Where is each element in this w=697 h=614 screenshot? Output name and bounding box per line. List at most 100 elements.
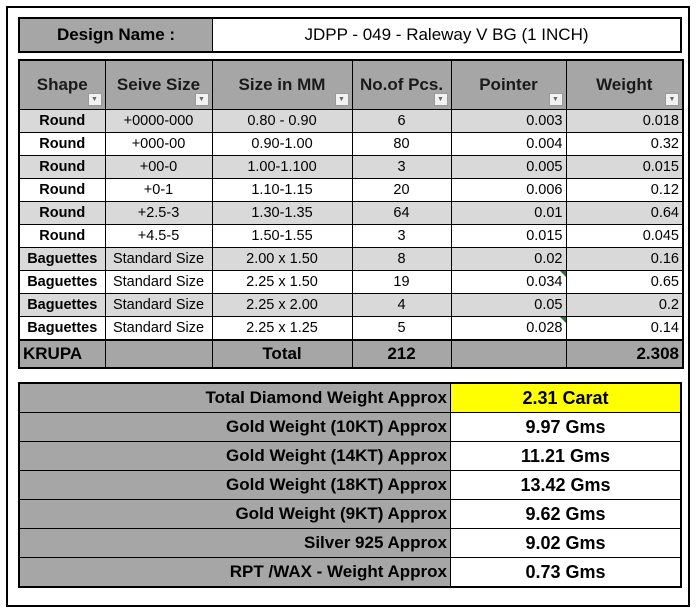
summary-value[interactable]: 0.73 Gms [450, 557, 682, 588]
column-header-label: Seive Size [116, 75, 201, 94]
filter-dropdown-icon[interactable]: ▼ [87, 93, 102, 106]
table-cell[interactable]: Round [18, 155, 106, 179]
summary-row: Gold Weight (14KT) Approx 11.21 Gms [18, 441, 682, 471]
table-cell[interactable]: 0.005 [450, 155, 567, 179]
summary-row: Total Diamond Weight Approx 2.31 Carat [18, 382, 682, 413]
column-header[interactable]: Pointer ▼ [450, 59, 567, 110]
table-cell[interactable]: Round [18, 224, 106, 248]
table-cell[interactable]: +0000-000 [104, 109, 213, 133]
summary-value[interactable]: 9.02 Gms [450, 528, 682, 558]
table-row: Round +0000-000 0.80 - 0.90 6 0.003 0.018 [18, 109, 684, 133]
table-cell[interactable]: 0.65 [565, 270, 684, 294]
table-cell[interactable]: Round [18, 178, 106, 202]
table-cell[interactable]: +0-1 [104, 178, 213, 202]
summary-row: Gold Weight (10KT) Approx 9.97 Gms [18, 412, 682, 442]
table-row: Round +4.5-5 1.50-1.55 3 0.015 0.045 [18, 224, 684, 248]
table-cell[interactable]: 0.14 [565, 316, 684, 341]
filter-dropdown-icon[interactable]: ▼ [665, 93, 679, 106]
table-cell[interactable]: 1.10-1.15 [211, 178, 353, 202]
table-cell[interactable]: 80 [351, 132, 452, 156]
total-row: KRUPA Total 212 2.308 [18, 339, 684, 369]
table-cell[interactable]: Standard Size [104, 293, 213, 317]
table-cell[interactable]: Baguettes [18, 270, 106, 294]
table-cell[interactable]: 0.64 [565, 201, 684, 225]
column-header[interactable]: Weight ▼ [565, 59, 684, 110]
table-cell[interactable]: +000-00 [104, 132, 213, 156]
table-cell[interactable]: 0.80 - 0.90 [211, 109, 353, 133]
table-cell[interactable]: Baguettes [18, 247, 106, 271]
summary-row: Silver 925 Approx 9.02 Gms [18, 528, 682, 558]
table-cell[interactable]: 0.16 [565, 247, 684, 271]
total-pcs: 212 [351, 339, 452, 369]
table-cell[interactable]: +4.5-5 [104, 224, 213, 248]
table-cell[interactable]: 19 [351, 270, 452, 294]
table-cell[interactable]: 0.028 [450, 316, 567, 341]
table-cell[interactable]: 4 [351, 293, 452, 317]
summary-value[interactable]: 2.31 Carat [450, 382, 682, 413]
column-header[interactable]: Size in MM ▼ [211, 59, 353, 110]
table-cell[interactable]: Round [18, 109, 106, 133]
table-cell[interactable]: 0.01 [450, 201, 567, 225]
table-cell[interactable]: 0.90-1.00 [211, 132, 353, 156]
table-cell[interactable]: Standard Size [104, 270, 213, 294]
table-row: Baguettes Standard Size 2.25 x 2.00 4 0.05 0.… [18, 293, 684, 317]
table-cell[interactable]: 20 [351, 178, 452, 202]
summary-value[interactable]: 13.42 Gms [450, 470, 682, 500]
table-cell[interactable]: 2.00 x 1.50 [211, 247, 353, 271]
table-cell[interactable]: +00-0 [104, 155, 213, 179]
column-header[interactable]: Seive Size ▼ [104, 59, 213, 110]
table-cell[interactable]: 0.015 [565, 155, 684, 179]
table-cell[interactable]: 8 [351, 247, 452, 271]
filter-dropdown-icon[interactable]: ▼ [548, 93, 563, 106]
table-cell[interactable]: Round [18, 132, 106, 156]
table-cell[interactable]: 1.30-1.35 [211, 201, 353, 225]
table-cell[interactable]: 0.12 [565, 178, 684, 202]
brand-cell: KRUPA [18, 339, 106, 369]
summary-value[interactable]: 9.97 Gms [450, 412, 682, 442]
table-cell[interactable]: 1.50-1.55 [211, 224, 353, 248]
filter-dropdown-icon[interactable]: ▼ [194, 93, 209, 106]
table-cell[interactable]: +2.5-3 [104, 201, 213, 225]
table-cell[interactable]: 3 [351, 224, 452, 248]
table-cell[interactable]: 0.003 [450, 109, 567, 133]
table-cell[interactable]: 0.034 [450, 270, 567, 294]
table-cell[interactable]: 0.02 [450, 247, 567, 271]
column-header-label: Shape [36, 75, 88, 94]
table-cell[interactable]: 2.25 x 1.25 [211, 316, 353, 341]
table-cell[interactable]: 0.2 [565, 293, 684, 317]
summary-label: Gold Weight (18KT) Approx [18, 470, 451, 500]
empty-cell [450, 339, 567, 369]
table-cell[interactable]: Baguettes [18, 316, 106, 341]
summary-row: Gold Weight (18KT) Approx 13.42 Gms [18, 470, 682, 500]
summary-label: Gold Weight (9KT) Approx [18, 499, 451, 529]
summary-value[interactable]: 9.62 Gms [450, 499, 682, 529]
table-cell[interactable]: 0.32 [565, 132, 684, 156]
table-cell[interactable]: 64 [351, 201, 452, 225]
table-cell[interactable]: 0.015 [450, 224, 567, 248]
column-header-label: No.of Pcs. [359, 75, 444, 94]
table-row: Round +2.5-3 1.30-1.35 64 0.01 0.64 [18, 201, 684, 225]
design-name-value[interactable]: JDPP - 049 - Raleway V BG (1 INCH) [212, 17, 682, 53]
table-cell[interactable]: 0.006 [450, 178, 567, 202]
table-cell[interactable]: 2.25 x 2.00 [211, 293, 353, 317]
table-cell[interactable]: Standard Size [104, 316, 213, 341]
table-cell[interactable]: 0.05 [450, 293, 567, 317]
column-header[interactable]: No.of Pcs. ▼ [351, 59, 452, 110]
table-cell[interactable]: 0.018 [565, 109, 684, 133]
table-cell[interactable]: 0.045 [565, 224, 684, 248]
table-cell[interactable]: Standard Size [104, 247, 213, 271]
column-header[interactable]: Shape ▼ [18, 59, 106, 110]
table-cell[interactable]: 6 [351, 109, 452, 133]
table-cell[interactable]: Round [18, 201, 106, 225]
table-cell[interactable]: 3 [351, 155, 452, 179]
table-row: Round +0-1 1.10-1.15 20 0.006 0.12 [18, 178, 684, 202]
filter-dropdown-icon[interactable]: ▼ [334, 93, 349, 106]
table-cell[interactable]: 2.25 x 1.50 [211, 270, 353, 294]
filter-applied-icon[interactable]: ▼ [433, 93, 448, 106]
table-cell[interactable]: Baguettes [18, 293, 106, 317]
summary-label: RPT /WAX - Weight Approx [18, 557, 451, 588]
table-cell[interactable]: 0.004 [450, 132, 567, 156]
table-cell[interactable]: 1.00-1.100 [211, 155, 353, 179]
table-cell[interactable]: 5 [351, 316, 452, 341]
summary-value[interactable]: 11.21 Gms [450, 441, 682, 471]
